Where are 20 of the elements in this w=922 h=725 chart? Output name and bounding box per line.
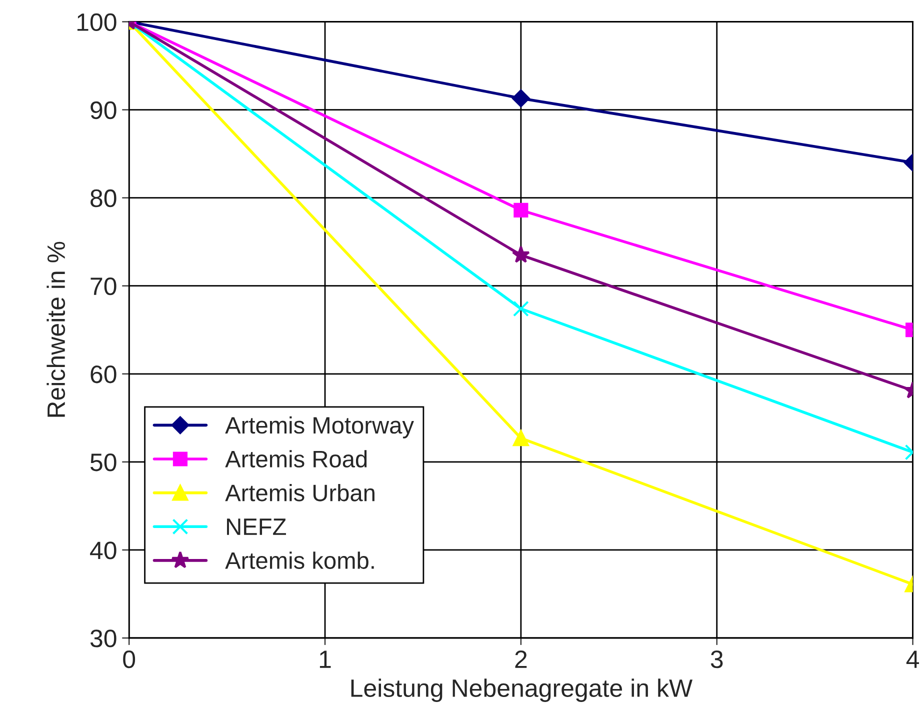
y-tick-label: 90 (90, 101, 116, 120)
y-tick-label: 100 (77, 13, 116, 32)
y-axis-title: Reichweite in % (46, 242, 66, 417)
x-tick-label: 3 (710, 650, 723, 668)
legend-label: Artemis Road (225, 450, 367, 468)
x-tick-label: 2 (515, 650, 527, 668)
legend-label: NEFZ (227, 518, 286, 535)
y-tick-label: 30 (90, 630, 116, 648)
y-tick-label: 40 (90, 542, 116, 560)
x-tick-label: 4 (906, 650, 919, 668)
legend-label: Artemis komb. (225, 552, 374, 569)
x-axis-title: Leistung Nebenagregate in kW (351, 678, 692, 702)
legend-label: Artemis Motorway (225, 416, 414, 438)
legend-label: Artemis Urban (225, 484, 374, 502)
y-tick-label: 60 (90, 365, 116, 384)
y-tick-label: 70 (90, 277, 116, 296)
y-tick-label: 50 (90, 454, 116, 472)
x-tick-label: 0 (123, 650, 136, 668)
y-tick-label: 80 (90, 189, 116, 208)
x-tick-label: 1 (320, 650, 331, 668)
